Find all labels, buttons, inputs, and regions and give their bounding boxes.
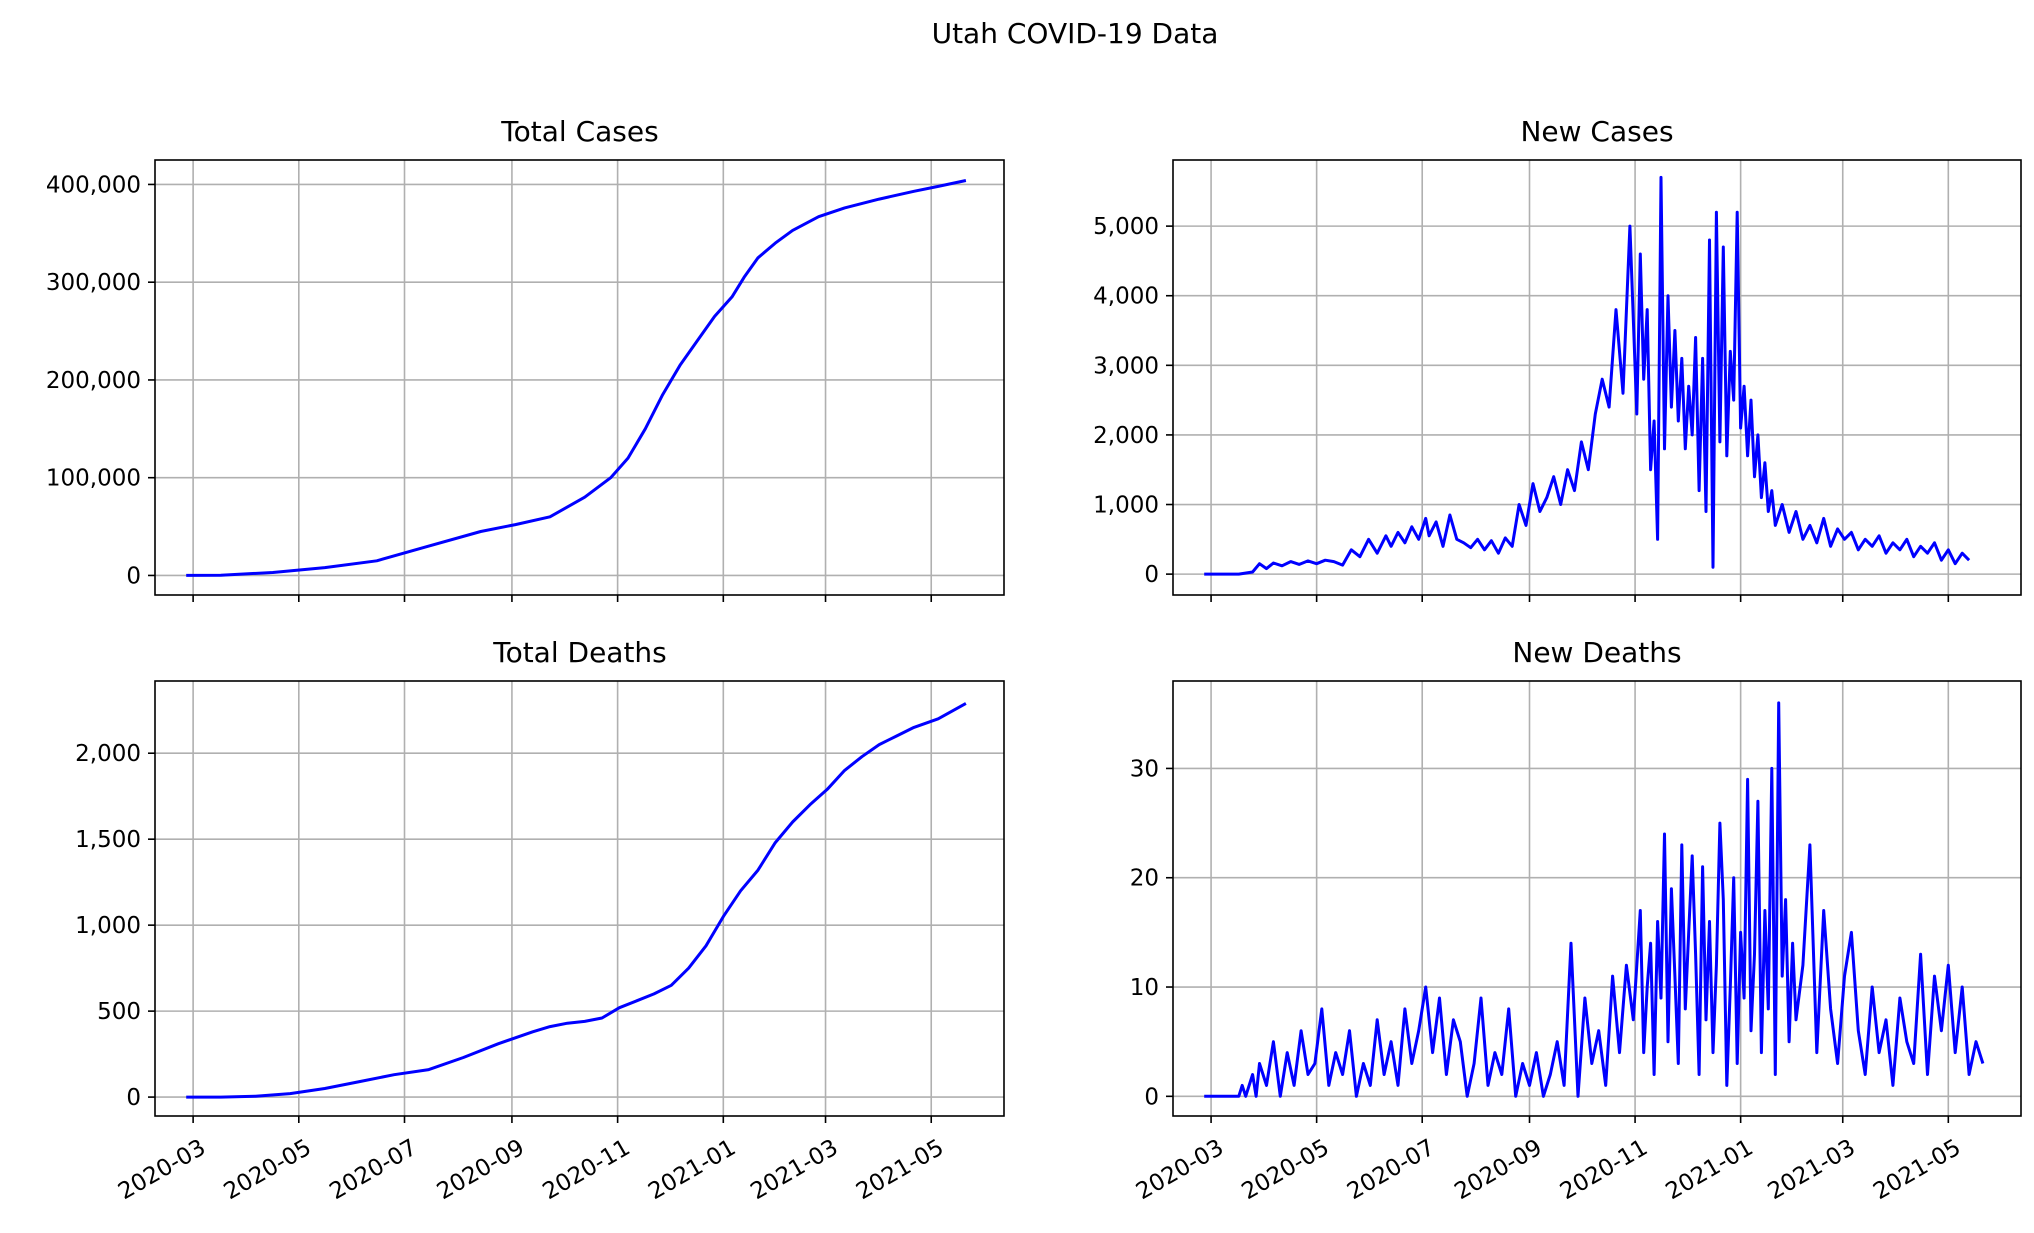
chart-title: New Deaths bbox=[1512, 636, 1681, 669]
grid bbox=[155, 160, 1004, 595]
y-tick-label: 3,000 bbox=[1093, 353, 1159, 379]
series-line bbox=[186, 702, 967, 1099]
chart-title: New Cases bbox=[1520, 115, 1673, 148]
y-tick-label: 10 bbox=[1130, 975, 1159, 1001]
axes-frame bbox=[154, 680, 1005, 1117]
y-tick-label: 500 bbox=[97, 999, 141, 1025]
y-tick-label: 300,000 bbox=[46, 270, 141, 296]
grid bbox=[1173, 160, 2021, 595]
y-tick-label: 400,000 bbox=[46, 172, 141, 198]
grid bbox=[155, 681, 1004, 1116]
y-tick-label: 200,000 bbox=[46, 368, 141, 394]
chart-title: Total Cases bbox=[500, 115, 658, 148]
y-tick-label: 0 bbox=[126, 1085, 141, 1111]
new-cases-chart: New Cases 0 1,000 2,000 3,000 4,000 5,000 bbox=[1093, 115, 2022, 602]
y-tick-label: 20 bbox=[1130, 866, 1159, 892]
y-tick-label: 2,000 bbox=[75, 741, 141, 767]
y-tick-label: 5,000 bbox=[1093, 214, 1159, 240]
axes-frame bbox=[1172, 680, 2022, 1117]
axes-frame bbox=[1172, 159, 2022, 596]
y-tick-label: 4,000 bbox=[1093, 284, 1159, 310]
y-tick-label: 2,000 bbox=[1093, 423, 1159, 449]
y-tick-label: 0 bbox=[126, 563, 141, 589]
axes-frame bbox=[154, 159, 1005, 596]
y-tick-label: 100,000 bbox=[46, 466, 141, 492]
y-tick-label: 1,500 bbox=[75, 827, 141, 853]
chart-title: Total Deaths bbox=[492, 636, 667, 669]
y-tick-label: 1,000 bbox=[75, 913, 141, 939]
series-line bbox=[186, 179, 967, 577]
grid bbox=[1173, 681, 2021, 1116]
series-line bbox=[1204, 175, 1971, 576]
y-tick-label: 0 bbox=[1144, 562, 1159, 588]
figure-title: Utah COVID-19 Data bbox=[932, 17, 1219, 50]
y-tick-label: 30 bbox=[1130, 756, 1159, 782]
y-tick-label: 0 bbox=[1144, 1084, 1159, 1110]
y-tick-label: 1,000 bbox=[1093, 493, 1159, 519]
series-line bbox=[1204, 701, 1985, 1098]
total-cases-chart: Total Cases 0 100,000 200,000 300,000 400,00… bbox=[46, 115, 1005, 602]
